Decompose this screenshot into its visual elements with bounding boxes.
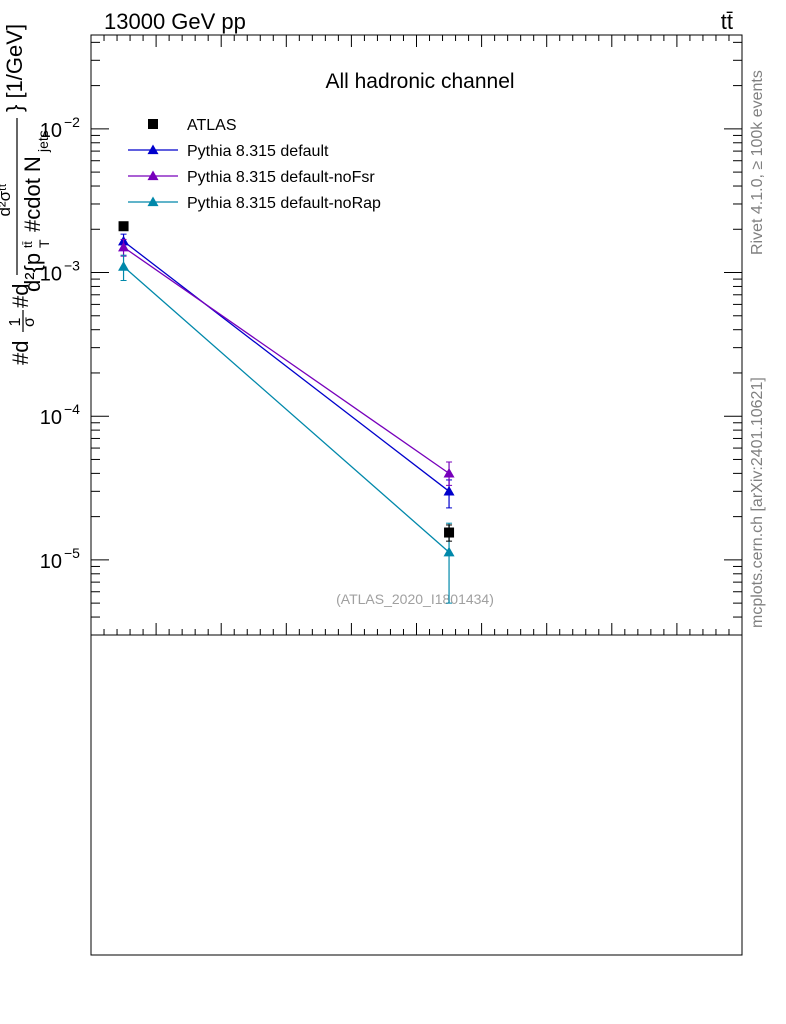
series-pythia-8-315-default-nofsr: [118, 238, 455, 486]
legend-item: Pythia 8.315 default-noRap: [128, 195, 381, 212]
y-tick-label-exponent: −3: [64, 258, 80, 274]
series-line: [123, 246, 450, 474]
y-axis-tick-labels: 10−510−410−310−2: [40, 114, 80, 573]
svg-text:σ: σ: [21, 317, 38, 327]
legend-label: Pythia 8.315 default: [187, 143, 329, 160]
legend-marker: [148, 119, 158, 129]
legend-marker: [147, 144, 159, 155]
y-tick-label-exponent: −2: [64, 114, 80, 130]
svg-text:d²σᵗᵗ: d²σᵗᵗ: [0, 183, 14, 216]
ylabel-frac2-num: d²σᵗᵗ: [0, 183, 14, 216]
process-label: tt̄: [721, 9, 733, 34]
ylabel-middle: #d: [8, 284, 33, 308]
ylabel-frac2-den-sub: T: [36, 239, 52, 248]
legend: ATLAS Pythia 8.315 default Pythia 8.315 de…: [128, 117, 381, 212]
legend-item: ATLAS: [148, 117, 237, 134]
y-tick-label: 10: [40, 264, 62, 286]
series-line: [123, 240, 450, 492]
ratio-plot-frame: [90, 634, 743, 956]
legend-label: Pythia 8.315 default-noFsr: [187, 169, 375, 186]
y-tick-label-exponent: −5: [64, 545, 80, 561]
data-point: [118, 261, 130, 271]
y-axis-ticks: [91, 41, 742, 636]
rivet-label: Rivet 4.1.0, ≥ 100k events: [749, 70, 766, 255]
series-layer: [118, 221, 455, 604]
y-tick-label: 10: [40, 120, 62, 142]
svg-text:#cdot N: #cdot N: [20, 156, 45, 232]
collision-label: 13000 GeV pp: [104, 9, 246, 34]
ylabel-frac2-den-sup: tt̄: [21, 241, 35, 248]
svg-text:jets: jets: [35, 130, 51, 153]
series-pythia-8-315-default-norap: [118, 254, 455, 604]
legend-marker: [147, 170, 159, 181]
data-point: [444, 527, 455, 538]
legend-label: ATLAS: [187, 117, 237, 134]
data-point: [443, 485, 455, 496]
legend-label: Pythia 8.315 default-noRap: [187, 195, 381, 212]
legend-marker: [147, 196, 159, 207]
ylabel-prefix: #d: [8, 341, 33, 365]
y-axis-label: #d 1 σ #d d²σᵗᵗ d²{p T tt̄ #cdot N jets: [0, 24, 52, 365]
y-tick-label: 10: [40, 407, 62, 429]
ylabel-frac2-den-rest: #cdot N: [20, 156, 45, 232]
y-tick-label-exponent: −4: [64, 401, 80, 417]
legend-item: Pythia 8.315 default: [128, 143, 329, 160]
svg-text:1: 1: [7, 317, 24, 326]
x-axis-ticks: [103, 35, 730, 635]
svg-text:#d: #d: [8, 341, 33, 365]
ylabel-frac1-num: 1: [7, 317, 24, 326]
data-point: [443, 546, 455, 557]
ylabel-unit: } [1/GeV]: [2, 24, 27, 112]
svg-text:tt̄: tt̄: [21, 241, 35, 248]
chart-title: All hadronic channel: [325, 70, 514, 93]
series-line: [123, 266, 450, 553]
series-pythia-8-315-default: [118, 233, 455, 509]
mcplots-label: mcplots.cern.ch [arXiv:2401.10621]: [749, 377, 766, 628]
ylabel-frac2-den-rest-sub: jets: [35, 130, 51, 153]
svg-text:#d: #d: [8, 284, 33, 308]
svg-text:d²{p: d²{p: [20, 253, 45, 292]
y-tick-label: 10: [40, 551, 62, 573]
svg-text:T: T: [36, 239, 52, 248]
data-point: [118, 221, 129, 232]
svg-text:} [1/GeV]: } [1/GeV]: [2, 24, 27, 112]
ylabel-frac2-den: d²{p: [20, 253, 45, 292]
legend-item: Pythia 8.315 default-noFsr: [128, 169, 375, 186]
data-point: [443, 467, 455, 478]
series-atlas: [118, 221, 455, 542]
analysis-watermark: (ATLAS_2020_I1801434): [336, 591, 494, 607]
ylabel-frac1-den: σ: [21, 317, 38, 327]
data-point: [118, 241, 130, 252]
